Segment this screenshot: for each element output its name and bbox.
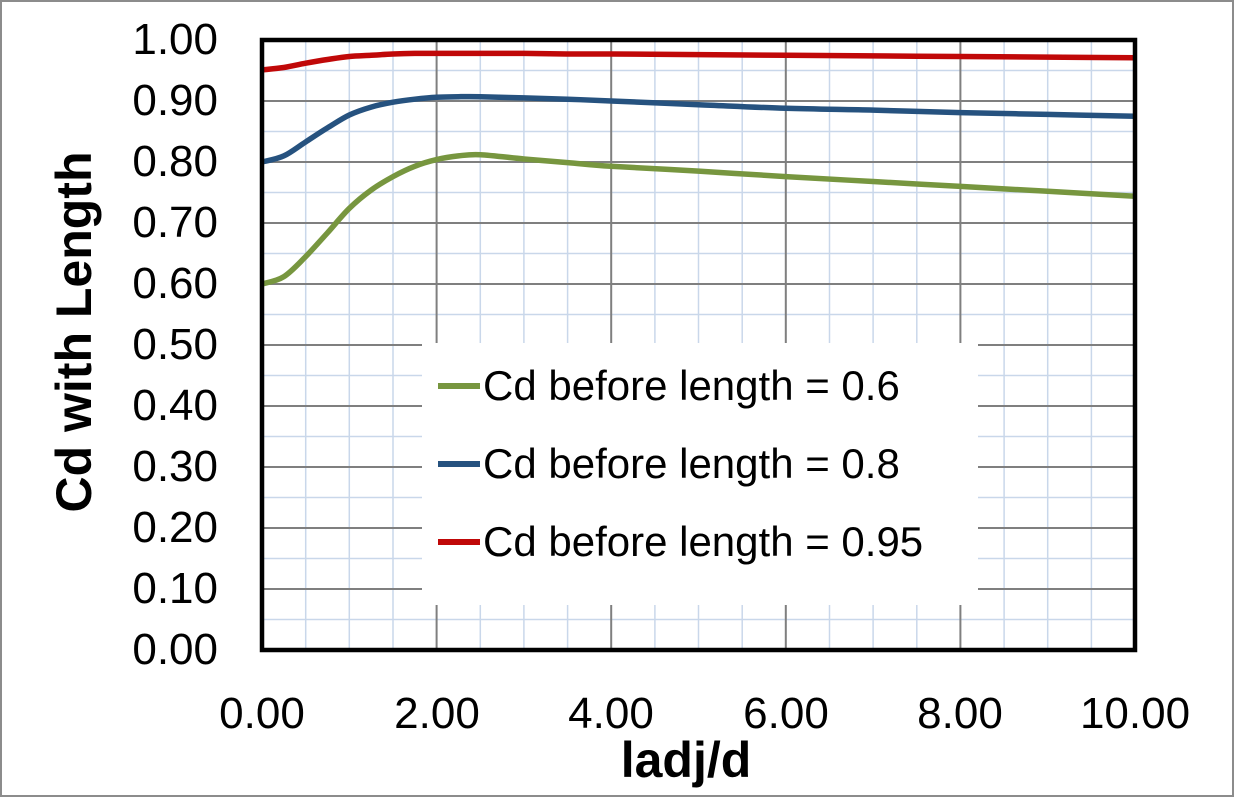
legend-swatch-series-0: [438, 383, 480, 389]
legend-swatch-series-1: [438, 461, 480, 467]
y-tick-label: 0.90: [132, 76, 218, 125]
x-tick-label: 4.00: [568, 689, 654, 738]
legend-label: Cd before length = 0.6: [483, 362, 900, 409]
legend-label: Cd before length = 0.8: [483, 440, 900, 487]
y-tick-label: 0.00: [132, 625, 218, 674]
legend-swatch-series-2: [438, 539, 480, 545]
y-tick-label: 0.40: [132, 381, 218, 430]
series-line-2: [262, 50, 1135, 73]
legend-item: Cd before length = 0.6: [438, 347, 978, 425]
legend-item: Cd before length = 0.95: [438, 503, 978, 581]
y-tick-label: 0.10: [132, 564, 218, 613]
x-axis-title: ladj/d: [620, 732, 752, 788]
y-tick-label: 0.60: [132, 259, 218, 308]
y-tick-label: 1.00: [132, 15, 218, 64]
legend-label: Cd before length = 0.95: [483, 518, 924, 565]
y-tick-label: 0.50: [132, 320, 218, 369]
series-line-1: [262, 93, 1135, 165]
y-tick-label: 0.30: [132, 442, 218, 491]
x-tick-label: 2.00: [394, 689, 480, 738]
x-tick-label: 10.00: [1079, 689, 1191, 738]
y-tick-label: 0.20: [132, 503, 218, 552]
x-tick-label: 8.00: [917, 689, 1003, 738]
y-tick-label: 0.70: [132, 198, 218, 247]
legend: Cd before length = 0.6 Cd before length …: [422, 343, 978, 605]
plot-border: [259, 37, 1138, 653]
x-tick-label: 6.00: [743, 689, 829, 738]
series-line-0: [262, 151, 1135, 287]
y-axis-title: Cd with Length: [46, 151, 102, 513]
x-tick-label: 0.00: [219, 689, 305, 738]
y-tick-label: 0.80: [132, 137, 218, 186]
legend-item: Cd before length = 0.8: [438, 425, 978, 503]
